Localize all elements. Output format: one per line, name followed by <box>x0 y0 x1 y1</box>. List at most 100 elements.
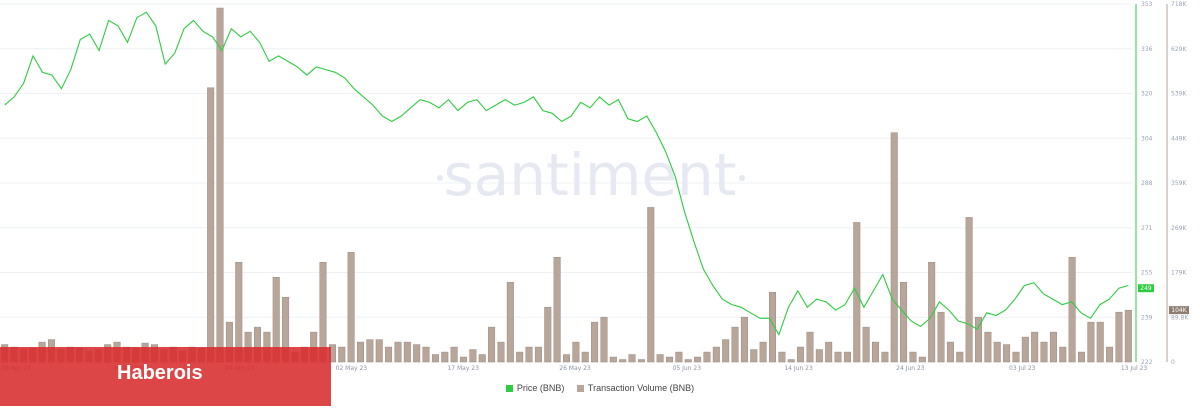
price-swatch-icon <box>505 384 513 392</box>
volume-bar <box>591 321 599 363</box>
volume-bar <box>806 331 814 363</box>
volume-bar <box>890 132 898 363</box>
volume-bar <box>600 316 608 363</box>
volume-tick-label: 539K <box>1171 91 1187 98</box>
volume-bar <box>1096 321 1104 363</box>
volume-tick-label: 629K <box>1171 46 1187 53</box>
x-tick-label: 26 May 23 <box>559 365 591 372</box>
volume-swatch-icon <box>576 384 584 392</box>
volume-bar <box>385 346 393 363</box>
volume-bar <box>843 351 851 363</box>
volume-tick-label: 89.8K <box>1171 314 1189 321</box>
volume-bar <box>993 341 1001 363</box>
x-tick-label: 13 Jul 23 <box>1121 365 1148 372</box>
volume-bar <box>422 346 430 363</box>
price-current-badge <box>1138 284 1154 293</box>
volume-bar <box>694 356 702 363</box>
watermark-dot <box>437 175 443 181</box>
watermark-dots <box>437 175 745 181</box>
volume-bar <box>1078 351 1085 363</box>
volume-bar <box>928 262 936 363</box>
volume-bar <box>216 7 224 363</box>
price-tick-label: 222 <box>1141 359 1153 366</box>
price-current-label: 249 <box>1140 285 1152 292</box>
volume-bar <box>572 341 580 363</box>
volume-bar <box>1115 311 1123 363</box>
volume-bar <box>731 326 739 363</box>
volume-bar <box>1068 257 1076 363</box>
volume-current-label: 104K <box>1171 307 1187 314</box>
volume-bar <box>975 316 982 363</box>
volume-bar <box>488 326 496 363</box>
volume-bar <box>450 346 458 363</box>
volume-bar <box>1031 331 1039 363</box>
volume-bar <box>534 346 542 363</box>
watermark-dot <box>739 175 745 181</box>
volume-bar <box>900 282 908 363</box>
volume-bar <box>909 351 917 363</box>
volume-bar <box>712 346 720 363</box>
price-tick-label: 239 <box>1141 314 1153 321</box>
volume-bar <box>787 359 795 363</box>
volume-bar <box>815 349 823 363</box>
volume-tick-label: 718K <box>1171 1 1187 8</box>
volume-bar <box>1087 321 1095 363</box>
volume-bar <box>750 349 758 363</box>
volume-bar <box>675 351 683 363</box>
volume-bar <box>544 306 552 363</box>
volume-bar <box>1012 351 1020 363</box>
volume-bar <box>872 341 879 363</box>
volume-bar <box>797 346 805 363</box>
volume-bar <box>759 341 767 363</box>
volume-bar <box>1049 331 1057 363</box>
volume-bar <box>965 217 973 363</box>
volume-bar <box>862 326 870 363</box>
price-line-group <box>4 11 1129 337</box>
volume-bar <box>431 354 439 363</box>
legend-item-volume[interactable]: Transaction Volume (BNB) <box>576 383 695 393</box>
volume-bar <box>946 341 954 363</box>
volume-bar <box>403 341 411 363</box>
volume-bar <box>375 339 383 363</box>
volume-bar <box>469 349 477 363</box>
volume-bar <box>984 331 992 363</box>
volume-tick-label: 449K <box>1171 135 1187 142</box>
volume-bar <box>441 351 449 363</box>
volume-bar <box>394 341 402 363</box>
volume-bar <box>347 252 355 363</box>
price-tick-label: 255 <box>1141 270 1153 277</box>
volume-current-badge <box>1169 306 1189 315</box>
price-tick-label: 336 <box>1141 46 1153 53</box>
volume-bar <box>825 341 833 363</box>
x-tick-label: 02 May 23 <box>336 365 368 372</box>
legend-label-price: Price (BNB) <box>516 383 565 393</box>
price-tick-label: 353 <box>1141 1 1153 8</box>
volume-bar <box>1059 346 1067 363</box>
x-tick-label: 17 May 23 <box>447 365 479 372</box>
volume-bar <box>1021 336 1029 363</box>
volume-bar <box>956 351 964 363</box>
legend-label-volume: Transaction Volume (BNB) <box>587 383 695 393</box>
volume-bar <box>740 316 748 363</box>
volume-bar <box>656 354 664 363</box>
volume-bar <box>769 291 776 363</box>
volume-bar <box>207 87 215 363</box>
price-tick-label: 288 <box>1141 180 1153 187</box>
volume-bar <box>1124 309 1132 363</box>
legend-item-price[interactable]: Price (BNB) <box>505 383 565 393</box>
x-tick-label: 14 Jun 23 <box>784 365 813 372</box>
volume-bar <box>722 339 730 363</box>
overlay-title: Haberois <box>117 362 203 384</box>
volume-bar <box>506 282 514 363</box>
volume-bar <box>647 207 655 363</box>
volume-bar <box>1106 346 1114 363</box>
volume-bar <box>666 356 673 363</box>
volume-bar <box>357 341 364 363</box>
volume-bar <box>834 351 842 363</box>
volume-bar <box>563 354 570 363</box>
volume-bar <box>684 359 692 363</box>
volume-bar <box>581 351 589 363</box>
price-tick-label: 304 <box>1141 135 1153 142</box>
price-tick-label: 320 <box>1141 91 1153 98</box>
volume-bar <box>497 341 505 363</box>
